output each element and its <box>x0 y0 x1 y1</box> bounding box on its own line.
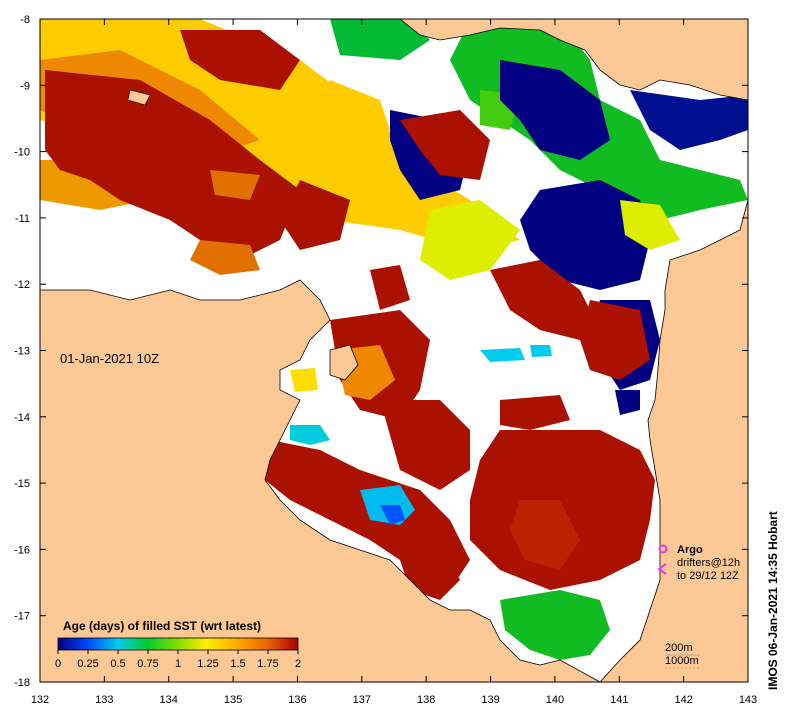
x-tick-label: 143 <box>739 694 757 706</box>
y-tick-label: -10 <box>14 147 30 159</box>
y-tick-label: -16 <box>14 544 30 556</box>
colorbar-tick-label: 1.75 <box>257 658 278 670</box>
y-tick-label: -8 <box>20 14 30 26</box>
y-tick-label: -9 <box>20 80 30 92</box>
y-tick-label: -18 <box>14 677 30 689</box>
x-tick-label: 137 <box>353 694 371 706</box>
y-tick-label: -11 <box>15 213 30 225</box>
x-tick-label: 140 <box>546 694 564 706</box>
drifters-label: drifters@12h <box>677 557 740 569</box>
colorbar-tick-label: 1.25 <box>197 658 218 670</box>
colorbar-gradient <box>57 637 299 651</box>
drifter-marker-icon <box>657 563 667 575</box>
y-tick-label: -15 <box>14 478 30 490</box>
y-tick-label: -12 <box>14 279 30 291</box>
argo-label: Argo <box>677 544 703 556</box>
x-tick-label: 135 <box>224 694 242 706</box>
credit-text: IMOS 06-Jan-2021 14:35 Hobart <box>766 511 780 690</box>
x-tick-label: 142 <box>674 694 692 706</box>
x-tick-label: 132 <box>31 694 49 706</box>
colorbar-tick-label: 1 <box>175 658 181 670</box>
timestamp-label: 01-Jan-2021 10Z <box>60 351 159 366</box>
colorbar-tick-label: 0.75 <box>137 658 158 670</box>
x-tick-label: 138 <box>417 694 435 706</box>
contour-200-label: 200m <box>665 642 693 654</box>
x-tick-label: 141 <box>610 694 628 706</box>
y-tick-label: -13 <box>14 346 30 358</box>
colorbar-tick-label: 0.25 <box>77 658 98 670</box>
colorbar-tick-label: 0 <box>55 658 61 670</box>
x-tick-label: 133 <box>95 694 113 706</box>
sst-patches <box>40 19 748 660</box>
legend: Argo drifters@12h to 29/12 12Z 200m 1000… <box>657 544 740 669</box>
drifters-range: to 29/12 12Z <box>677 570 739 582</box>
map-field <box>40 19 748 682</box>
colorbar-tick-label: 0.5 <box>110 658 125 670</box>
x-tick-label: 136 <box>288 694 306 706</box>
x-tick-label: 134 <box>160 694 178 706</box>
y-tick-label: -14 <box>14 412 30 424</box>
land <box>40 19 748 682</box>
colorbar-tick-label: 2 <box>295 658 301 670</box>
colorbar-tick-label: 1.5 <box>230 658 245 670</box>
colorbar-title: Age (days) of filled SST (wrt latest) <box>63 619 261 633</box>
x-axis: 132 133 134 135 136 137 138 139 140 141 142 143 <box>31 19 757 706</box>
contour-1000-label: 1000m <box>665 655 699 667</box>
argo-marker-icon <box>658 544 668 554</box>
y-axis: -8 -9 -10 -11 -12 -13 -14 -15 -16 -17 -18 <box>14 14 748 689</box>
y-tick-label: -17 <box>14 611 30 623</box>
colorbar-ticks: 0 0.25 0.5 0.75 1 1.25 1.5 1.75 2 <box>55 650 301 670</box>
x-tick-label: 139 <box>481 694 499 706</box>
